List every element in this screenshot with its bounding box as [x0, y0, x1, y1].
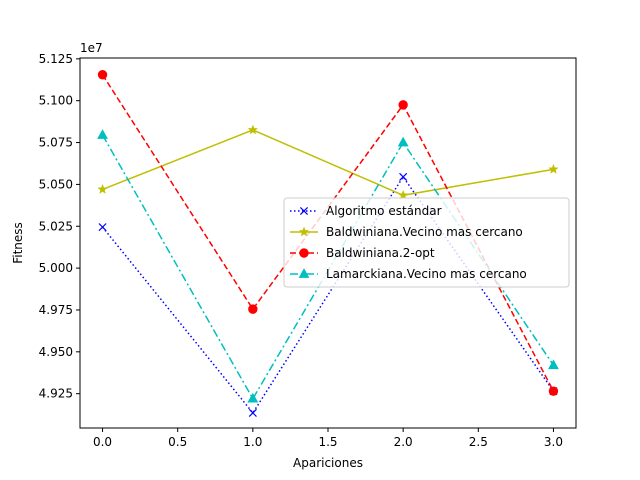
y-axis-ticks: 4.925 4.950 4.975 5.000 5.025 5.050 5.075 5.100…: [39, 52, 80, 401]
legend-item: Lamarckiana.Vecino mas cercano: [290, 267, 527, 281]
data-point: [247, 124, 259, 135]
y-tick-label: 5.025: [39, 219, 73, 233]
x-tick-label: 2.5: [469, 435, 488, 449]
x-tick-label: 0.5: [168, 435, 187, 449]
x-tick-label: 2.0: [394, 435, 413, 449]
x-axis-label: Apariciones: [293, 456, 363, 470]
data-point: [548, 386, 559, 396]
legend: Algoritmo estándar Baldwiniana.Vecino mas…: [283, 197, 570, 288]
legend-item: Baldwiniana.2-opt: [290, 246, 435, 260]
x-tick-label: 3.0: [544, 435, 563, 449]
data-point: [397, 136, 409, 147]
data-point: [247, 392, 259, 403]
y-axis-label: Fitness: [11, 222, 25, 264]
data-point: [97, 129, 108, 139]
y-tick-label: 5.000: [39, 261, 73, 275]
legend-item: Baldwiniana.Vecino mas cercano: [290, 225, 523, 239]
data-point: [97, 70, 108, 80]
y-offset-label: 1e7: [80, 41, 103, 55]
legend-marker: [298, 226, 310, 237]
y-tick-label: 5.100: [39, 94, 73, 108]
data-point: [397, 189, 409, 200]
y-tick-label: 4.925: [39, 387, 73, 401]
data-point: [248, 408, 257, 417]
x-tick-label: 0.0: [93, 435, 112, 449]
data-point: [398, 100, 408, 110]
data-point: [248, 304, 258, 314]
legend-label: Lamarckiana.Vecino mas cercano: [326, 267, 527, 281]
series-2: [97, 124, 559, 200]
legend-marker: [299, 248, 309, 258]
legend-label: Algoritmo estándar: [326, 204, 442, 218]
data-point: [548, 163, 559, 174]
data-point: [548, 359, 559, 370]
legend-item: Algoritmo estándar: [290, 204, 442, 218]
legend-marker: [298, 268, 310, 278]
legend-label: Baldwiniana.2-opt: [326, 246, 435, 260]
y-tick-label: 4.975: [39, 303, 73, 317]
legend-box: [283, 197, 570, 288]
data-point: [399, 172, 408, 181]
x-tick-label: 1.5: [318, 435, 337, 449]
data-point: [98, 223, 107, 232]
legend-label: Baldwiniana.Vecino mas cercano: [326, 225, 523, 239]
data-point: [97, 183, 108, 194]
series-line: [102, 129, 554, 197]
y-tick-label: 5.075: [39, 136, 73, 150]
plot-frame: [79, 57, 577, 429]
y-tick-label: 4.950: [39, 345, 73, 359]
legend-marker: [299, 206, 309, 216]
x-tick-label: 1.0: [243, 435, 262, 449]
y-tick-label: 5.125: [39, 52, 73, 66]
y-tick-label: 5.050: [39, 177, 73, 191]
x-axis-ticks: 0.0 0.5 1.0 1.5 2.0 2.5 3.0: [93, 428, 563, 449]
